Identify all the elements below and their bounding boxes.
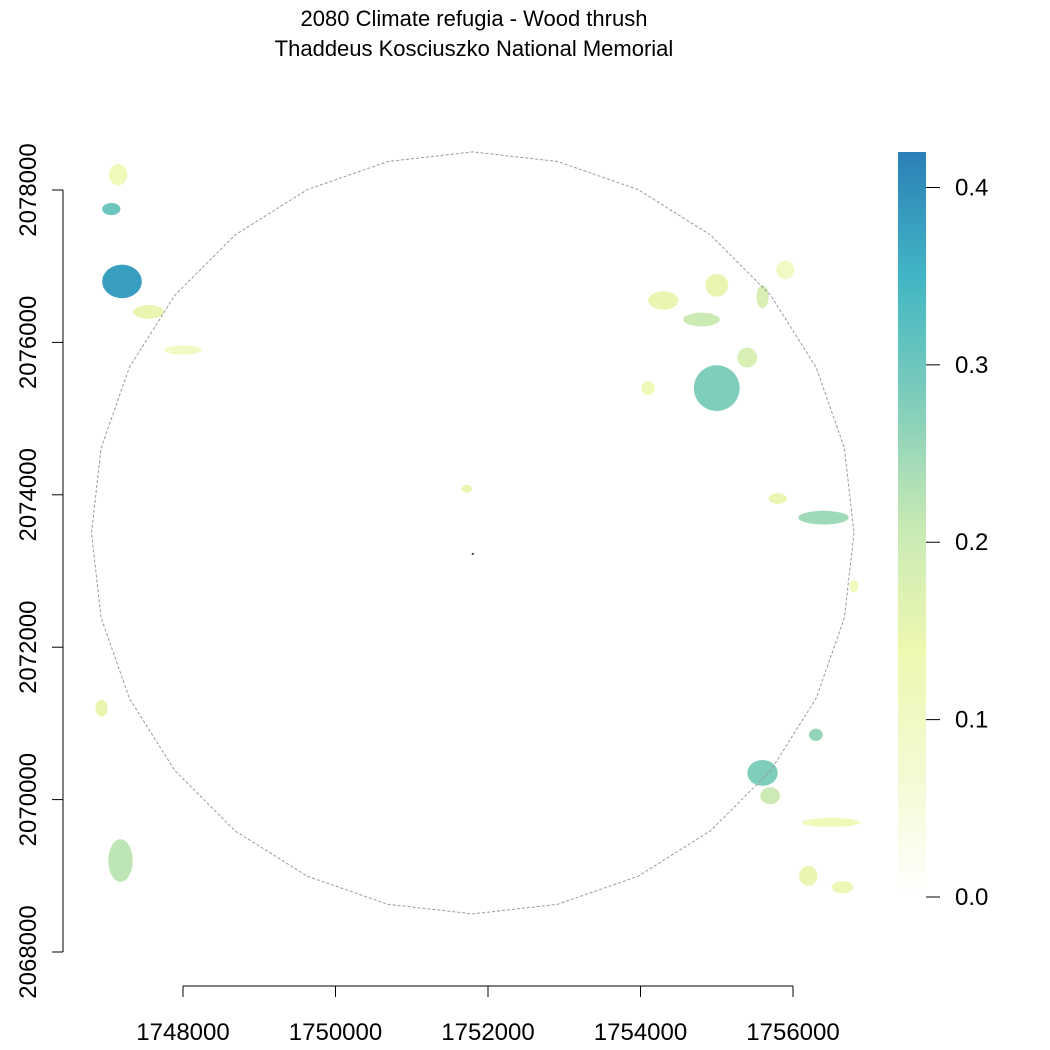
refugia-patch-ne-2 xyxy=(683,312,720,327)
refugia-patch-e-mid-3 xyxy=(849,580,859,593)
refugia-patch-w-small xyxy=(95,699,108,717)
title-line-1: 2080 Climate refugia - Wood thrush xyxy=(300,6,648,31)
refugia-patch-se-5 xyxy=(799,865,818,886)
refugia-patch-sw-1 xyxy=(108,839,133,882)
refugia-patch-nw-top xyxy=(109,164,128,186)
refugia-patch-w-strip xyxy=(163,345,203,355)
refugia-patch-se-4 xyxy=(802,817,861,828)
refugia-patch-se-3 xyxy=(809,728,823,741)
y-tick-label-2072000: 2072000 xyxy=(15,600,42,693)
refugia-patch-e-blob-ext xyxy=(737,347,758,368)
colorbar-tick-label-4: 0.4 xyxy=(955,174,988,201)
y-tick-label-2068000: 2068000 xyxy=(15,905,42,998)
refugia-patch-ne-4 xyxy=(756,285,769,309)
refugia-patch-e-small xyxy=(641,381,655,395)
x-tick-label-1748000: 1748000 xyxy=(136,1019,229,1046)
refugia-patch-e-mid xyxy=(798,510,849,525)
y-tick-label-2078000: 2078000 xyxy=(15,143,42,236)
center-marker xyxy=(471,552,474,555)
y-tick-label-2074000: 2074000 xyxy=(15,448,42,541)
refugia-patch-e-blob xyxy=(693,365,740,411)
x-tick-label-1752000: 1752000 xyxy=(441,1019,534,1046)
refugia-patch-se-2 xyxy=(760,787,781,805)
colorbar-tick-label-3: 0.3 xyxy=(955,352,988,379)
title-line-2: Thaddeus Kosciuszko National Memorial xyxy=(274,36,674,61)
refugia-patch-se-1 xyxy=(747,759,778,786)
colorbar-tick-label-0: 0.0 xyxy=(955,884,988,911)
y-tick-label-2070000: 2070000 xyxy=(15,753,42,846)
colorbar-tick-label-2: 0.2 xyxy=(955,529,988,556)
refugia-patch-nw-large xyxy=(102,264,142,299)
refugia-patch-ne-5 xyxy=(776,260,795,280)
y-tick-label-2076000: 2076000 xyxy=(15,296,42,389)
refugia-patch-se-6 xyxy=(831,881,854,894)
colorbar-tick-label-1: 0.1 xyxy=(955,707,988,734)
refugia-patch-ne-3 xyxy=(705,273,729,297)
memorial-boundary xyxy=(90,151,855,915)
refugia-patch-nw-fringe xyxy=(133,305,164,319)
x-tick-label-1754000: 1754000 xyxy=(594,1019,687,1046)
refugia-patch-center xyxy=(461,484,472,493)
refugia-patch-ne-1 xyxy=(648,291,679,310)
x-tick-label-1750000: 1750000 xyxy=(289,1019,382,1046)
refugia-patch-e-mid-2 xyxy=(768,493,787,504)
x-tick-label-1756000: 1756000 xyxy=(746,1019,839,1046)
colorbar xyxy=(898,152,926,897)
map-title: 2080 Climate refugia - Wood thrush Thadd… xyxy=(0,4,948,64)
refugia-patch-nw-small xyxy=(102,202,121,216)
